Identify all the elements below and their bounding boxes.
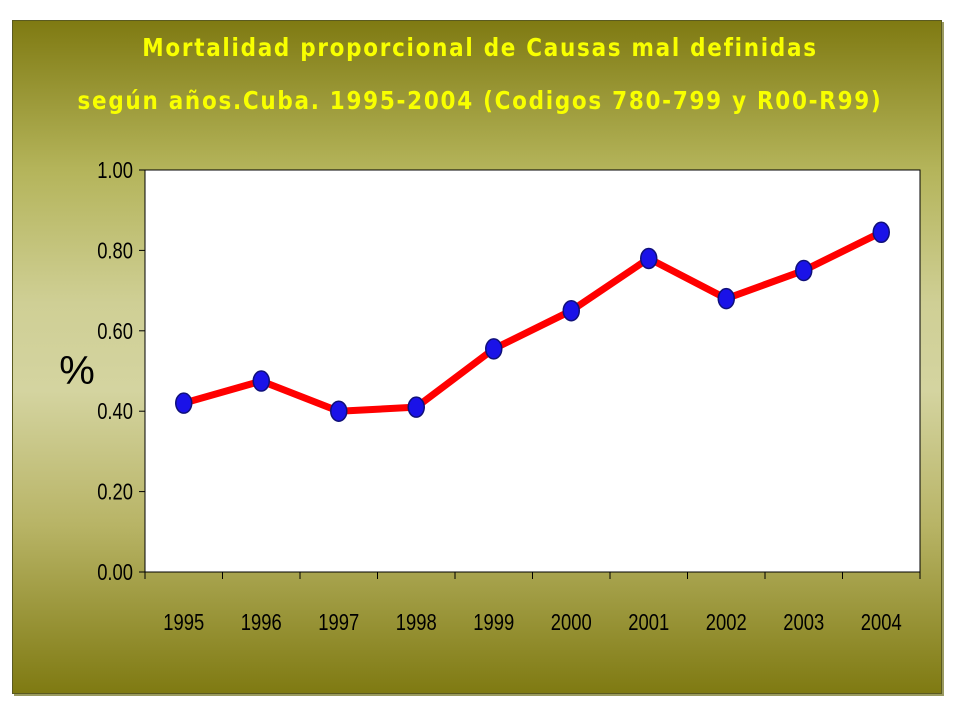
y-tick-label: 1.00 [97,158,133,183]
x-tick-label: 1997 [318,610,359,635]
y-tick-label: 0.20 [97,480,133,505]
axes [139,169,921,579]
x-tick-label: 2004 [861,610,902,635]
data-point [795,259,813,282]
x-tick-label: 2000 [551,610,592,635]
series-line [180,228,885,415]
x-tick-label: 1996 [241,610,282,635]
y-tick-labels: 0.00 0.20 0.40 0.60 0.80 1.00 [97,158,133,585]
x-tick-labels: 1995 1996 1997 1998 1999 2000 2001 2002 2003 2004 [163,610,901,635]
data-point [872,221,890,244]
data-point [252,370,270,392]
data-point [407,396,425,418]
data-point [330,400,348,422]
x-tick-label: 1995 [163,610,204,635]
y-axis-label: % [59,349,95,393]
x-tick-label: 2002 [706,610,747,635]
x-tick-label: 1998 [396,610,437,635]
data-point [717,287,735,310]
chart-title-line-1: Mortalidad proporcional de Causas mal de… [142,33,818,62]
plot-area [144,169,921,573]
chart-title-line-2: según años.Cuba. 1995-2004 (Codigos 780-… [77,86,883,115]
y-tick-label: 0.80 [97,239,133,264]
x-tick-label: 2001 [628,610,669,635]
x-tick-label: 1999 [473,610,514,635]
data-point [485,338,503,360]
series-line-group [180,228,885,415]
x-tick-label: 2003 [783,610,824,635]
data-point [562,299,580,322]
series-points-group [175,221,890,422]
y-tick-label: 0.40 [97,399,133,424]
data-point [640,247,658,270]
data-point [175,392,193,414]
y-tick-label: 0.60 [97,319,133,344]
y-tick-label: 0.00 [97,560,133,585]
